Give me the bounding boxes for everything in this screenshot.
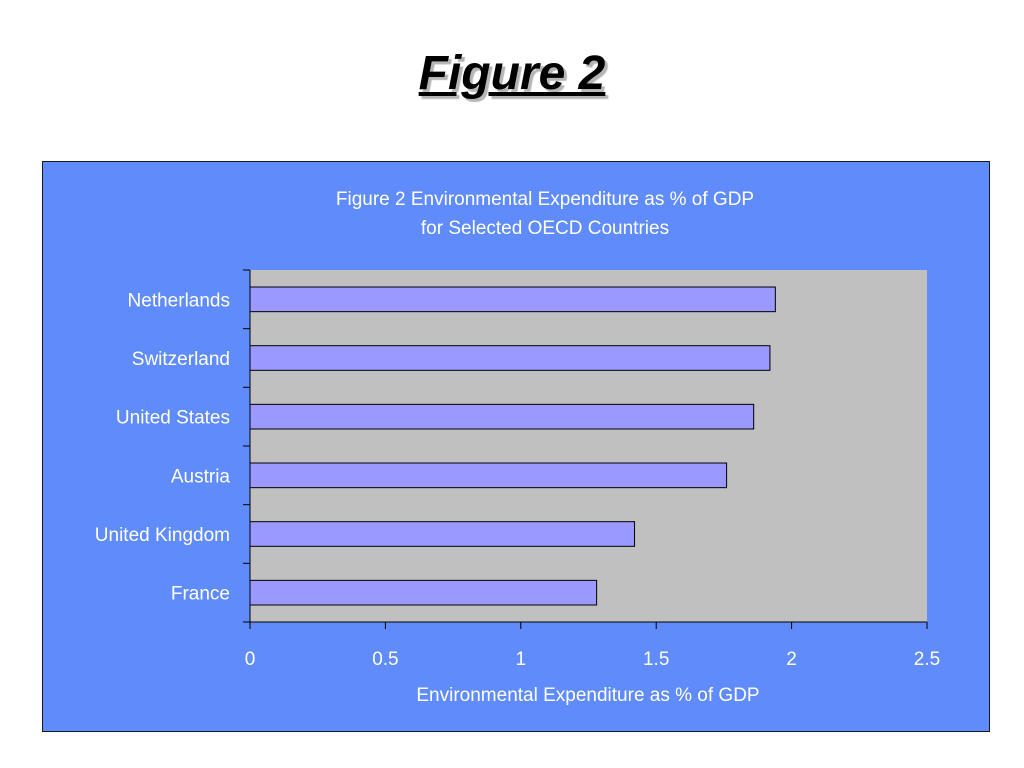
category-label: United States <box>116 408 230 429</box>
bar-united-kingdom <box>249 521 636 547</box>
bars-group <box>249 286 776 606</box>
x-tick-label: 1 <box>516 649 527 670</box>
bar-switzerland <box>249 345 771 371</box>
x-tick-label: 2 <box>786 649 797 670</box>
x-tick-label: 0.5 <box>372 649 398 670</box>
axes-group: Netherlands Switzerland United States Austr… <box>95 269 940 670</box>
category-label: Austria <box>171 466 231 487</box>
category-label: Switzerland <box>132 349 230 370</box>
category-label: Netherlands <box>128 290 230 311</box>
plot-area <box>250 270 927 622</box>
bar-netherlands <box>249 286 776 313</box>
bar-austria <box>249 462 728 489</box>
x-tick-label: 0 <box>245 649 256 670</box>
x-axis-label: Environmental Expenditure as % of GDP <box>416 685 759 706</box>
bar-united-states <box>249 403 755 430</box>
slide-title: Figure 2 <box>418 47 606 100</box>
chart-panel: Figure 2 Environmental Expenditure as % … <box>42 161 990 732</box>
category-label: France <box>171 584 230 605</box>
chart-title-line-1: Figure 2 Environmental Expenditure as % … <box>336 189 754 210</box>
category-label: United Kingdom <box>95 525 230 546</box>
bar-france <box>249 579 598 606</box>
x-tick-label: 1.5 <box>643 649 669 670</box>
x-tick-label: 2.5 <box>914 649 940 670</box>
chart-title-line-2: for Selected OECD Countries <box>421 218 669 239</box>
bar-chart: Figure 2 Environmental Expenditure as % … <box>95 189 940 706</box>
